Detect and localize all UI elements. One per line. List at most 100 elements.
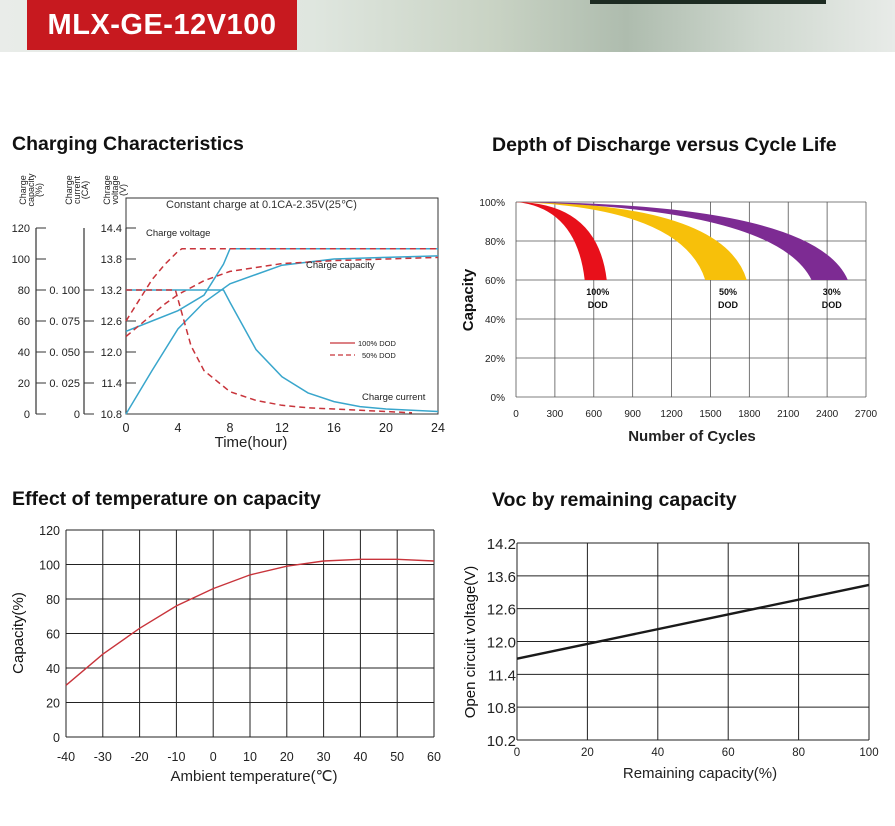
temperature-x-axis-label: Ambient temperature(℃): [171, 768, 338, 785]
temperature-chart-title: Effect of temperature on capacity: [12, 488, 321, 510]
charging-legend-label-dod100: 100% DOD: [358, 339, 397, 348]
dod-x-tick-label: 1800: [738, 409, 761, 420]
model-title: MLX-GE-12V100: [27, 0, 297, 50]
charging-axis-tick-label: 60: [18, 316, 30, 328]
charging-x-tick-label: 4: [175, 421, 182, 435]
charging-x-tick-label: 20: [379, 421, 393, 435]
voc-y-axis-label: Open circuit voltage(V): [462, 566, 479, 719]
charging-axis-label: Chrage: [102, 175, 112, 205]
voc-y-tick-label: 11.4: [488, 667, 516, 684]
voc-y-tick-label: 12.0: [487, 635, 516, 652]
charging-series-voltage-dod50: [125, 247, 438, 322]
voc-x-tick-label: 0: [514, 747, 520, 759]
charging-axis-tick-label: 12.0: [101, 347, 122, 359]
temperature-x-tick-label: 60: [427, 750, 441, 764]
temperature-y-tick-label: 0: [53, 731, 60, 745]
temperature-x-tick-label: -10: [167, 750, 185, 764]
charging-axis-tick-label: 10.8: [101, 409, 122, 421]
voc-y-tick-label: 10.8: [487, 700, 516, 717]
charging-axis-tick-label: 0. 050: [49, 347, 80, 359]
dod-band-30-dod: [516, 202, 848, 280]
temperature-x-tick-label: -20: [131, 750, 149, 764]
charging-axis-tick-label: 0. 075: [49, 316, 80, 328]
dod-band-label: DOD: [718, 300, 739, 310]
voc-y-tick-label: 14.2: [487, 536, 516, 553]
charging-series-capacity-dod100: [125, 255, 439, 415]
dod-band-label: 50%: [719, 287, 737, 297]
dod-x-tick-label: 2700: [855, 409, 878, 420]
charging-axis-tick-label: 100: [12, 254, 30, 266]
charging-x-tick-label: 24: [431, 421, 445, 435]
temperature-x-tick-label: 20: [280, 750, 294, 764]
charging-x-axis-label: Time(hour): [215, 434, 288, 451]
temperature-y-tick-label: 80: [46, 593, 60, 607]
temperature-y-tick-label: 40: [46, 662, 60, 676]
temperature-y-tick-label: 100: [39, 559, 60, 573]
temperature-x-tick-label: 40: [353, 750, 367, 764]
charging-axis-tick-label: 12.6: [101, 316, 122, 328]
dod-band-label: DOD: [822, 300, 843, 310]
charging-axis-label: Charge: [18, 175, 28, 205]
charging-axis-label: (%): [34, 183, 44, 197]
charging-series-capacity-dod50: [125, 256, 439, 338]
charging-axis-tick-label: 13.8: [101, 254, 122, 266]
charging-axis-tick-label: 0. 025: [49, 378, 80, 390]
dod-y-axis-label: Capacity: [460, 268, 477, 331]
dod-x-tick-label: 300: [547, 409, 564, 420]
charging-annotation-current: Charge current: [362, 392, 426, 403]
header-banner: MLX-GE-12V100: [0, 0, 895, 52]
temperature-x-tick-label: -40: [57, 750, 75, 764]
charging-axis-label: Charge: [64, 175, 74, 205]
charging-chart-title: Charging Characteristics: [12, 133, 244, 155]
temperature-y-axis-label: Capacity(%): [10, 592, 27, 674]
dod-x-tick-label: 900: [624, 409, 641, 420]
voc-y-tick-label: 13.6: [487, 569, 516, 586]
charging-axis-tick-label: 40: [18, 347, 30, 359]
dod-x-tick-label: 2400: [816, 409, 839, 420]
temperature-x-tick-label: -30: [94, 750, 112, 764]
temperature-x-tick-label: 30: [317, 750, 331, 764]
dod-y-tick-label: 80%: [485, 237, 505, 248]
charging-x-tick-label: 8: [227, 421, 234, 435]
charging-series-current-dod100: [126, 289, 439, 413]
charging-axis-label: (CA): [80, 181, 90, 200]
dod-x-tick-label: 1200: [660, 409, 683, 420]
dod-chart-title: Depth of Discharge versus Cycle Life: [492, 134, 837, 156]
charging-subtitle: Constant charge at 0.1CA-2.35V(25℃): [166, 199, 357, 211]
banner-decoration: [590, 0, 826, 4]
charging-annotation-capacity: Charge capacity: [306, 260, 375, 271]
charging-axis-tick-label: 11.4: [101, 378, 122, 390]
dod-x-axis-label: Number of Cycles: [628, 428, 756, 445]
dod-band-label: 100%: [586, 287, 609, 297]
dod-x-tick-label: 1500: [699, 409, 722, 420]
voc-x-tick-label: 40: [651, 747, 664, 759]
voc-chart-title: Voc by remaining capacity: [492, 489, 737, 511]
temperature-capacity-line: [65, 558, 435, 686]
voc-y-tick-label: 10.2: [487, 733, 516, 750]
charging-axis-tick-label: 80: [18, 285, 30, 297]
charging-axis-tick-label: 0: [74, 409, 80, 421]
voc-y-tick-label: 12.6: [487, 602, 516, 619]
temperature-y-tick-label: 20: [46, 697, 60, 711]
dod-y-tick-label: 20%: [485, 354, 505, 365]
temperature-y-tick-label: 120: [39, 524, 60, 538]
voc-x-tick-label: 100: [859, 747, 878, 759]
dod-y-tick-label: 40%: [485, 315, 505, 326]
charging-legend-label-dod50: 50% DOD: [362, 351, 396, 360]
charging-axis-label: capacity: [26, 173, 36, 207]
charging-x-tick-label: 12: [275, 421, 289, 435]
dod-x-tick-label: 600: [585, 409, 602, 420]
dod-band-label: 30%: [823, 287, 841, 297]
dod-y-tick-label: 60%: [485, 276, 505, 287]
charging-axis-tick-label: 120: [12, 223, 30, 235]
voc-x-tick-label: 20: [581, 747, 594, 759]
charging-axis-label: voltage: [110, 175, 120, 204]
charging-x-tick-label: 16: [327, 421, 341, 435]
voc-x-axis-label: Remaining capacity(%): [623, 765, 777, 782]
dod-band-label: DOD: [588, 300, 609, 310]
voc-line: [516, 583, 870, 660]
dod-x-tick-label: 0: [513, 409, 519, 420]
charging-axis-tick-label: 0. 100: [49, 285, 80, 297]
dod-y-tick-label: 0%: [491, 393, 506, 404]
